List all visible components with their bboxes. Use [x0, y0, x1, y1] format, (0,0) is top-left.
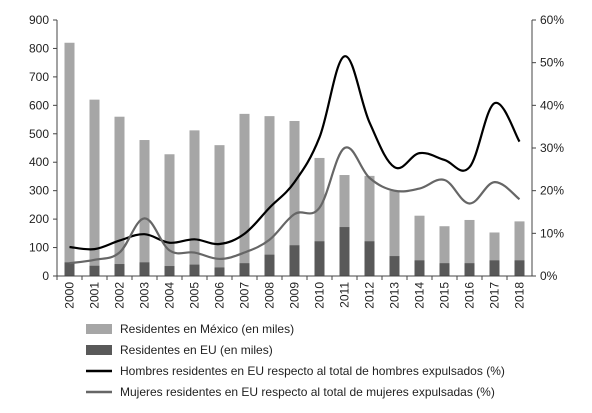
- bar-eu: [414, 260, 425, 276]
- legend-swatch: [86, 345, 112, 355]
- right-tick-label: 60%: [540, 13, 564, 27]
- x-tick-label: 2013: [388, 282, 402, 309]
- bar-eu: [64, 262, 75, 276]
- bar-eu: [164, 266, 175, 276]
- bar-eu: [389, 256, 400, 276]
- bar-mexico: [164, 154, 175, 276]
- legend: Residentes en México (en miles) Residente…: [86, 322, 505, 399]
- bar-mexico: [464, 219, 475, 276]
- legend-label: Residentes en EU (en miles): [120, 343, 273, 357]
- bar-eu: [289, 245, 300, 276]
- left-tick-label: 700: [29, 70, 49, 84]
- bar-eu: [439, 263, 450, 276]
- right-tick-label: 50%: [540, 56, 564, 70]
- x-tick-label: 2006: [213, 282, 227, 309]
- bar-eu: [464, 263, 475, 276]
- bar-mexico: [439, 226, 450, 276]
- bar-mexico: [389, 190, 400, 276]
- right-tick-label: 30%: [540, 141, 564, 155]
- x-tick-label: 2003: [138, 282, 152, 309]
- legend-label: Residentes en México (en miles): [120, 322, 294, 336]
- bar-mexico: [314, 157, 325, 276]
- left-tick-label: 500: [29, 127, 49, 141]
- axes-layer: 0 100 200 300 400 500 600 700 800 900 0% 10% 20% 30% 4…: [29, 13, 564, 309]
- bar-eu: [264, 254, 275, 276]
- right-tick-label: 0%: [540, 269, 558, 283]
- bar-mexico: [114, 116, 125, 276]
- bar-eu: [189, 264, 200, 276]
- x-tick-label: 2001: [88, 282, 102, 309]
- bars-layer: [64, 42, 525, 277]
- bar-mexico: [189, 130, 200, 276]
- bar-mexico: [414, 215, 425, 276]
- bar-mexico: [364, 175, 375, 276]
- x-tick-label: 2018: [513, 282, 527, 309]
- x-tick-label: 2000: [63, 282, 77, 309]
- x-tick-label: 2009: [288, 282, 302, 309]
- x-tick-label: 2014: [413, 282, 427, 309]
- left-tick-label: 200: [29, 212, 49, 226]
- bar-eu: [239, 263, 250, 276]
- bar-mexico: [139, 140, 150, 276]
- bar-eu: [339, 227, 350, 276]
- lines-layer: [69, 55, 521, 265]
- bar-eu: [314, 241, 325, 276]
- legend-label: Mujeres residentes en EU respecto al tot…: [120, 385, 495, 399]
- legend-swatch: [86, 324, 112, 334]
- line-hombres: [69, 55, 521, 251]
- left-tick-label: 600: [29, 98, 49, 112]
- bar-mexico: [264, 116, 275, 277]
- right-tick-label: 10%: [540, 226, 564, 240]
- x-tick-label: 2011: [338, 282, 352, 308]
- bar-eu: [489, 260, 500, 276]
- left-tick-label: 100: [29, 241, 49, 255]
- left-tick-label: 400: [29, 155, 49, 169]
- bar-mexico: [339, 175, 350, 276]
- x-tick-label: 2002: [113, 282, 127, 309]
- x-tick-label: 2004: [163, 282, 177, 309]
- bar-eu: [214, 267, 225, 276]
- bar-mexico: [289, 120, 300, 276]
- x-tick-label: 2007: [238, 282, 252, 309]
- bar-eu: [364, 241, 375, 276]
- bar-mexico: [89, 99, 100, 277]
- bar-mexico: [64, 42, 75, 276]
- x-tick-label: 2005: [188, 282, 202, 309]
- left-tick-label: 300: [29, 184, 49, 198]
- x-tick-label: 2015: [438, 282, 452, 309]
- legend-label: Hombres residentes en EU respecto al tot…: [120, 364, 505, 378]
- bar-mexico: [489, 232, 500, 276]
- bar-mexico: [214, 145, 225, 276]
- x-tick-label: 2017: [488, 282, 502, 309]
- bar-eu: [514, 260, 525, 276]
- x-tick-label: 2016: [463, 282, 477, 309]
- left-tick-label: 0: [42, 269, 49, 283]
- bar-eu: [114, 264, 125, 276]
- bar-mexico: [514, 221, 525, 276]
- bar-mexico: [239, 113, 250, 276]
- line-mujeres: [69, 146, 521, 265]
- x-tick-label: 2008: [263, 282, 277, 309]
- right-tick-label: 40%: [540, 98, 564, 112]
- right-tick-label: 20%: [540, 184, 564, 198]
- x-tick-label: 2012: [363, 282, 377, 309]
- left-tick-label: 800: [29, 41, 49, 55]
- bar-eu: [89, 265, 100, 276]
- x-tick-label: 2010: [313, 282, 327, 309]
- bar-eu: [139, 262, 150, 276]
- left-tick-label: 900: [29, 13, 49, 27]
